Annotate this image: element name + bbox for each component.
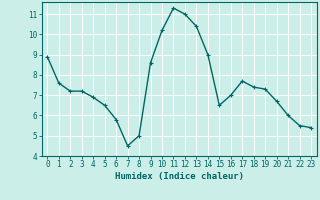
X-axis label: Humidex (Indice chaleur): Humidex (Indice chaleur) (115, 172, 244, 181)
